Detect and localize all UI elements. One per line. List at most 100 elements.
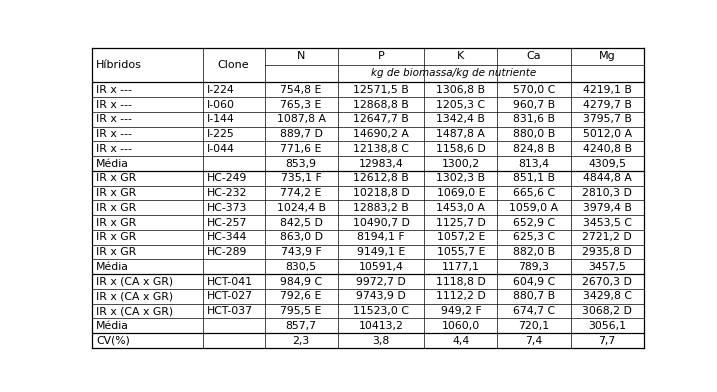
Text: IR x ---: IR x --- [96, 114, 132, 124]
Text: 12647,7 B: 12647,7 B [353, 114, 409, 124]
Text: kg de biomassa/kg de nutriente: kg de biomassa/kg de nutriente [371, 69, 537, 78]
Text: IR x GR: IR x GR [96, 232, 136, 242]
Text: IR x GR: IR x GR [96, 218, 136, 228]
Text: 1453,0 A: 1453,0 A [437, 203, 485, 213]
Text: 1177,1: 1177,1 [442, 262, 480, 272]
Text: CV(%): CV(%) [96, 336, 130, 346]
Text: 880,0 B: 880,0 B [513, 129, 555, 139]
Text: 4240,8 B: 4240,8 B [583, 144, 632, 154]
Text: 1087,8 A: 1087,8 A [277, 114, 326, 124]
Text: 12983,4: 12983,4 [358, 159, 404, 169]
Text: 674,7 C: 674,7 C [513, 306, 555, 316]
Text: 4219,1 B: 4219,1 B [583, 85, 632, 95]
Text: 1302,3 B: 1302,3 B [437, 173, 485, 183]
Text: 3068,2 D: 3068,2 D [582, 306, 632, 316]
Text: 882,0 B: 882,0 B [513, 247, 555, 257]
Text: 9972,7 D: 9972,7 D [356, 277, 406, 287]
Text: 1057,2 E: 1057,2 E [437, 232, 485, 242]
Text: IR x ---: IR x --- [96, 129, 132, 139]
Text: I-044: I-044 [206, 144, 234, 154]
Text: 4309,5: 4309,5 [588, 159, 626, 169]
Text: 10591,4: 10591,4 [358, 262, 404, 272]
Text: 1300,2: 1300,2 [442, 159, 480, 169]
Text: 10413,2: 10413,2 [358, 321, 404, 331]
Text: 604,9 C: 604,9 C [513, 277, 555, 287]
Text: 11523,0 C: 11523,0 C [353, 306, 409, 316]
Text: 4844,8 A: 4844,8 A [583, 173, 632, 183]
Text: Média: Média [96, 321, 129, 331]
Text: 1024,4 B: 1024,4 B [277, 203, 326, 213]
Text: 795,5 E: 795,5 E [280, 306, 322, 316]
Text: 2721,2 D: 2721,2 D [582, 232, 632, 242]
Text: 3429,8 C: 3429,8 C [583, 291, 632, 301]
Text: HCT-037: HCT-037 [206, 306, 252, 316]
Text: HC-249: HC-249 [206, 173, 247, 183]
Text: 853,9: 853,9 [285, 159, 317, 169]
Text: I-144: I-144 [206, 114, 234, 124]
Text: IR x GR: IR x GR [96, 203, 136, 213]
Text: I-224: I-224 [206, 85, 234, 95]
Text: 1069,0 E: 1069,0 E [437, 188, 485, 198]
Text: 7,7: 7,7 [599, 336, 616, 346]
Text: 1487,8 A: 1487,8 A [437, 129, 485, 139]
Text: 1306,8 B: 1306,8 B [437, 85, 485, 95]
Text: HC-257: HC-257 [206, 218, 247, 228]
Text: 3979,4 B: 3979,4 B [583, 203, 632, 213]
Text: IR x ---: IR x --- [96, 85, 132, 95]
Text: I-225: I-225 [206, 129, 234, 139]
Text: 2810,3 D: 2810,3 D [582, 188, 632, 198]
Text: 743,9 F: 743,9 F [281, 247, 321, 257]
Text: 813,4: 813,4 [518, 159, 549, 169]
Text: 2935,8 D: 2935,8 D [582, 247, 632, 257]
Text: Ca: Ca [527, 51, 541, 61]
Text: IR x GR: IR x GR [96, 188, 136, 198]
Text: 10218,8 D: 10218,8 D [353, 188, 409, 198]
Text: IR x (CA x GR): IR x (CA x GR) [96, 306, 174, 316]
Text: 831,6 B: 831,6 B [513, 114, 555, 124]
Text: Mg: Mg [599, 51, 615, 61]
Text: HCT-041: HCT-041 [206, 277, 252, 287]
Text: 3457,5: 3457,5 [588, 262, 626, 272]
Text: 3453,5 C: 3453,5 C [583, 218, 632, 228]
Text: 9743,9 D: 9743,9 D [356, 291, 406, 301]
Text: Média: Média [96, 159, 129, 169]
Text: 792,6 E: 792,6 E [280, 291, 322, 301]
Text: HC-373: HC-373 [206, 203, 247, 213]
Text: 857,7: 857,7 [285, 321, 317, 331]
Text: 1059,0 A: 1059,0 A [510, 203, 559, 213]
Text: HC-289: HC-289 [206, 247, 247, 257]
Text: N: N [297, 51, 305, 61]
Text: 3795,7 B: 3795,7 B [583, 114, 632, 124]
Text: 851,1 B: 851,1 B [513, 173, 555, 183]
Text: 9149,1 E: 9149,1 E [357, 247, 405, 257]
Text: I-060: I-060 [206, 100, 234, 110]
Text: Híbridos: Híbridos [96, 60, 142, 70]
Text: 984,9 C: 984,9 C [280, 277, 322, 287]
Text: 625,3 C: 625,3 C [513, 232, 555, 242]
Text: 1055,7 E: 1055,7 E [437, 247, 485, 257]
Text: P: P [378, 51, 384, 61]
Text: 12868,8 B: 12868,8 B [353, 100, 409, 110]
Text: Clone: Clone [218, 60, 250, 70]
Text: 842,5 D: 842,5 D [280, 218, 323, 228]
Text: K: K [457, 51, 465, 61]
Text: IR x (CA x GR): IR x (CA x GR) [96, 277, 174, 287]
Text: 771,6 E: 771,6 E [280, 144, 322, 154]
Text: 4279,7 B: 4279,7 B [583, 100, 632, 110]
Text: HCT-027: HCT-027 [206, 291, 252, 301]
Text: 1205,3 C: 1205,3 C [437, 100, 485, 110]
Text: Média: Média [96, 262, 129, 272]
Text: 1112,2 D: 1112,2 D [436, 291, 486, 301]
Text: 652,9 C: 652,9 C [513, 218, 555, 228]
Text: 1342,4 B: 1342,4 B [437, 114, 485, 124]
Text: 1060,0: 1060,0 [442, 321, 480, 331]
Text: 5012,0 A: 5012,0 A [582, 129, 632, 139]
Text: 960,7 B: 960,7 B [513, 100, 555, 110]
Text: IR x (CA x GR): IR x (CA x GR) [96, 291, 174, 301]
Text: 1158,6 D: 1158,6 D [436, 144, 486, 154]
Text: 8194,1 F: 8194,1 F [357, 232, 405, 242]
Text: 1125,7 D: 1125,7 D [436, 218, 486, 228]
Text: 830,5: 830,5 [285, 262, 317, 272]
Text: 14690,2 A: 14690,2 A [353, 129, 409, 139]
Text: IR x GR: IR x GR [96, 247, 136, 257]
